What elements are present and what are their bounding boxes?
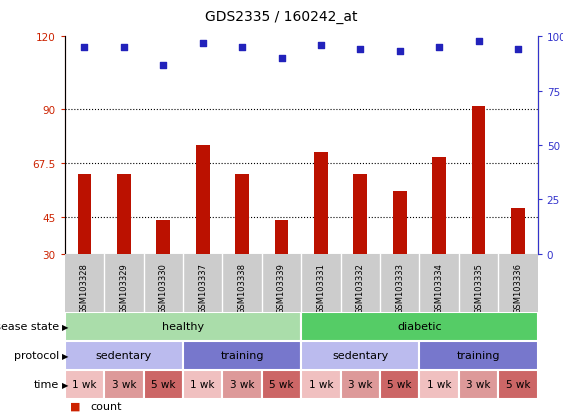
Bar [65,313,301,341]
Text: healthy: healthy [162,322,204,332]
Bar [222,370,262,399]
Bar [354,174,367,254]
Text: 1 wk: 1 wk [309,380,333,389]
Text: training: training [220,351,264,361]
Text: GSM103329: GSM103329 [119,263,128,313]
Bar [262,370,301,399]
Point [435,45,444,51]
Text: GSM103334: GSM103334 [435,263,444,313]
Text: GSM103335: GSM103335 [474,263,483,313]
Bar [104,370,144,399]
Text: GSM103337: GSM103337 [198,263,207,313]
Text: 1 wk: 1 wk [72,380,97,389]
Bar [341,370,380,399]
Point [513,47,522,53]
Text: ▶: ▶ [62,351,69,360]
Text: 3 wk: 3 wk [348,380,373,389]
Point [316,43,325,49]
Text: GSM103328: GSM103328 [80,263,89,313]
Bar [472,107,485,254]
Bar [275,220,288,254]
Bar [432,158,446,254]
Bar [144,370,183,399]
Text: count: count [90,401,122,411]
Text: 1 wk: 1 wk [190,380,215,389]
Point [119,45,128,51]
Bar [183,342,301,370]
Bar [419,342,538,370]
Bar [196,146,209,254]
Bar [183,370,222,399]
Text: 5 wk: 5 wk [269,380,294,389]
Text: GDS2335 / 160242_at: GDS2335 / 160242_at [205,10,358,24]
Bar [78,174,91,254]
Bar [393,191,406,254]
Bar [498,370,538,399]
Bar [157,220,170,254]
Text: GSM103332: GSM103332 [356,263,365,313]
Bar [380,370,419,399]
Text: GSM103333: GSM103333 [395,263,404,313]
Text: sedentary: sedentary [332,351,388,361]
Text: 3 wk: 3 wk [466,380,491,389]
Bar [511,208,525,254]
Text: GSM103330: GSM103330 [159,263,168,313]
Point [277,55,286,62]
Text: disease state: disease state [0,322,59,332]
Bar [419,370,459,399]
Text: ▶: ▶ [62,380,69,389]
Point [238,45,247,51]
Text: 5 wk: 5 wk [151,380,176,389]
Bar [301,313,538,341]
Point [80,45,89,51]
Text: 3 wk: 3 wk [230,380,254,389]
Bar [301,370,341,399]
Text: ■: ■ [70,401,81,411]
Point [198,40,207,47]
Text: protocol: protocol [14,351,59,361]
Text: 5 wk: 5 wk [506,380,530,389]
Text: GSM103331: GSM103331 [316,263,325,313]
Text: GSM103336: GSM103336 [513,263,522,313]
Text: diabetic: diabetic [397,322,442,332]
Bar [65,370,104,399]
Bar [235,174,249,254]
Text: training: training [457,351,501,361]
Bar [459,370,498,399]
Point [356,47,365,53]
Bar [314,153,328,254]
Bar [65,342,183,370]
Point [474,38,483,45]
Bar [117,174,131,254]
Bar [301,342,419,370]
Text: ▶: ▶ [62,322,69,331]
Text: 3 wk: 3 wk [111,380,136,389]
Text: sedentary: sedentary [96,351,152,361]
Text: 1 wk: 1 wk [427,380,452,389]
Text: GSM103338: GSM103338 [238,263,247,313]
Text: 5 wk: 5 wk [387,380,412,389]
Text: GSM103339: GSM103339 [277,263,286,313]
Point [395,49,404,56]
Point [159,62,168,69]
Text: time: time [34,380,59,389]
